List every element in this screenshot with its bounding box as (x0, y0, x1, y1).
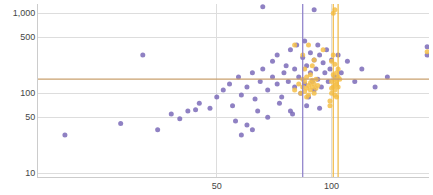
svg-text:500: 500 (20, 32, 35, 42)
svg-text:50: 50 (212, 181, 222, 191)
svg-text:10: 10 (25, 168, 35, 178)
svg-text:100: 100 (20, 88, 35, 98)
svg-text:1,000: 1,000 (13, 8, 36, 18)
svg-text:50: 50 (25, 112, 35, 122)
svg-text:100: 100 (324, 181, 339, 191)
